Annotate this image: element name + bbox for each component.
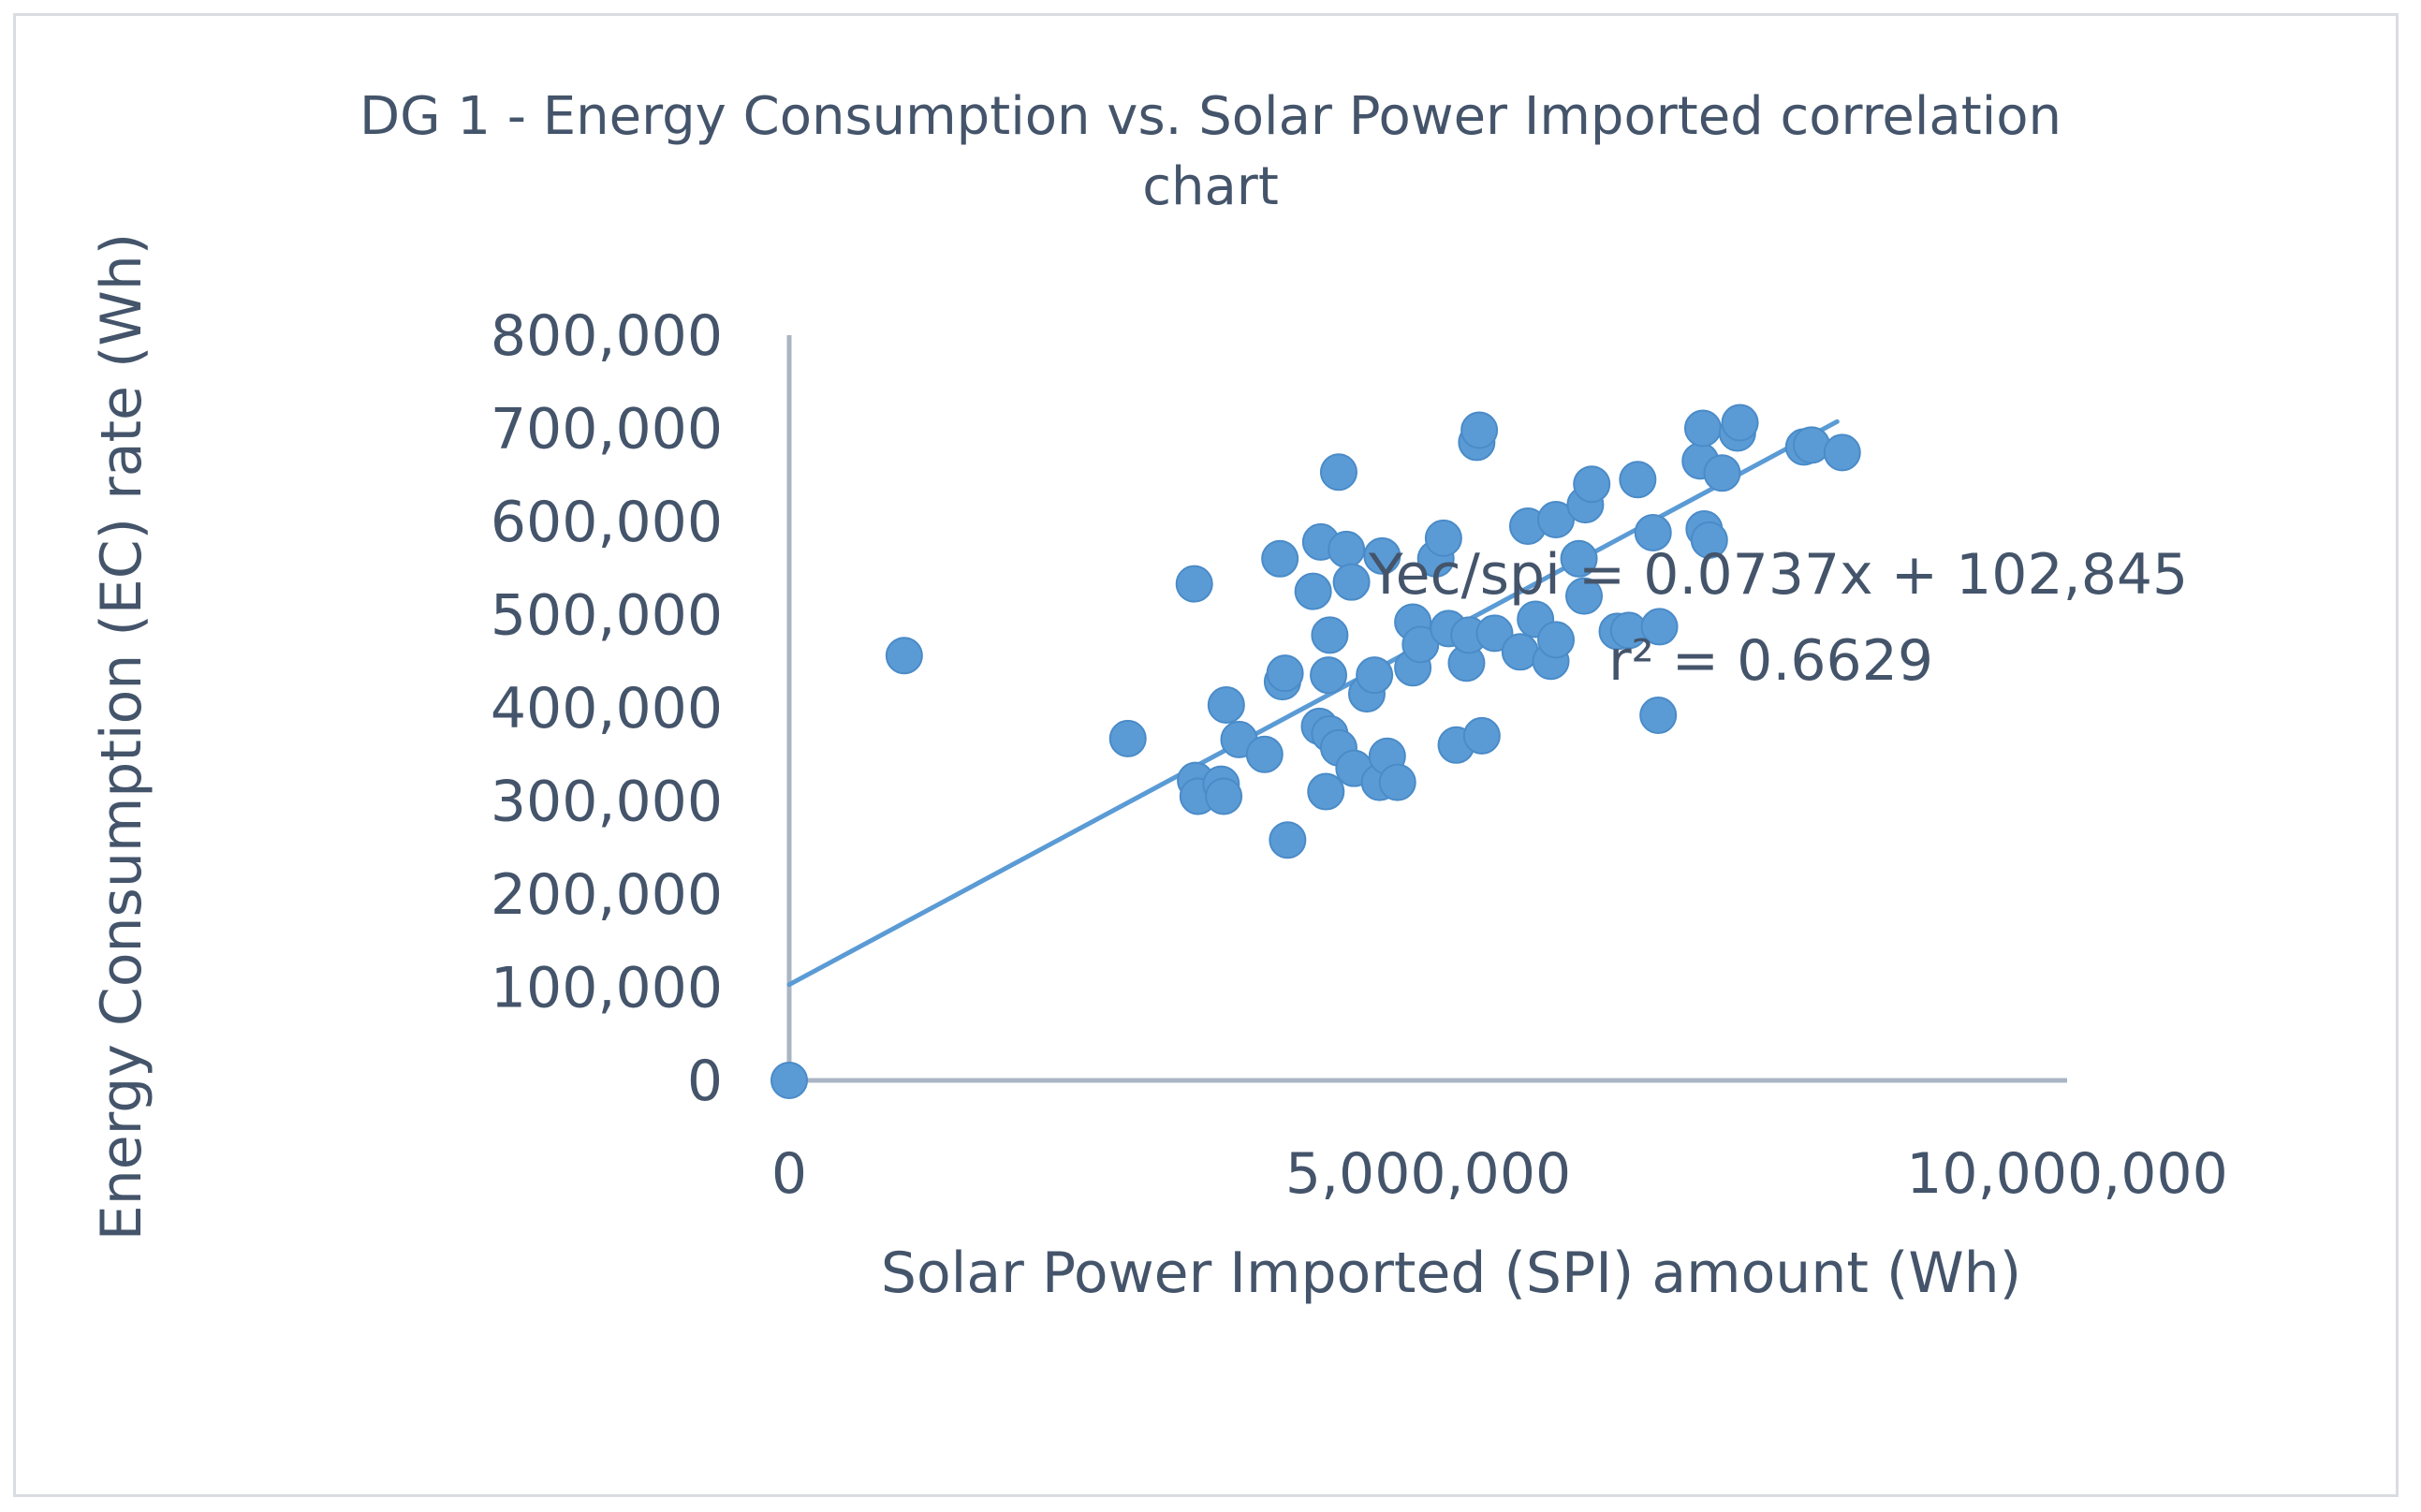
data-point (1266, 654, 1304, 693)
data-point (1294, 572, 1332, 610)
y-tick-label: 600,000 (491, 490, 723, 555)
data-point (1690, 521, 1728, 559)
data-point (1683, 409, 1722, 448)
data-point (1319, 453, 1357, 492)
data-point (1401, 625, 1440, 664)
data-point (1424, 519, 1462, 557)
y-tick-label: 700,000 (491, 397, 723, 462)
data-point (1634, 513, 1672, 551)
y-tick-label: 0 (687, 1049, 723, 1114)
r-squared-label: r² = 0.6629 (1608, 628, 1933, 694)
data-point (1462, 716, 1501, 755)
x-tick-label: 10,000,000 (1906, 1141, 2228, 1207)
data-point (1356, 656, 1394, 695)
data-point (1175, 565, 1213, 603)
data-point (1721, 404, 1759, 442)
data-point (1328, 530, 1366, 568)
chart-title-line-1: DG 1 - Energy Consumption vs. Solar Powe… (359, 86, 2062, 147)
y-tick-label: 400,000 (491, 676, 723, 741)
data-point (1793, 426, 1830, 464)
trendline-equation: Yec/spi = 0.0737x + 102,845 (1368, 542, 2188, 608)
data-point (1639, 696, 1678, 734)
x-tick-label: 5,000,000 (1285, 1141, 1571, 1207)
data-point (1332, 563, 1371, 601)
data-point (1565, 577, 1604, 615)
data-point (1261, 539, 1299, 578)
data-point (885, 637, 923, 675)
y-tick-label: 800,000 (491, 303, 723, 369)
data-point (1269, 821, 1307, 859)
data-point (1537, 501, 1575, 539)
data-point (1363, 536, 1401, 575)
data-point (1207, 686, 1245, 725)
x-tick-label: 0 (771, 1141, 807, 1207)
data-point (1537, 621, 1575, 659)
y-tick-label: 200,000 (491, 862, 723, 928)
y-tick-label: 100,000 (491, 956, 723, 1021)
data-point (1311, 616, 1349, 654)
x-axis-title: Solar Power Imported (SPI) amount (Wh) (881, 1240, 2021, 1306)
chart-frame (13, 13, 2399, 1497)
data-point (1245, 735, 1284, 773)
y-axis-title: Energy Consumption (EC) rate (Wh) (89, 233, 154, 1240)
chart-title-line-2: chart (1142, 156, 1279, 217)
trendline (786, 418, 1840, 988)
data-point (1703, 454, 1741, 492)
data-point (1573, 465, 1611, 504)
data-point (1460, 411, 1499, 449)
data-point (1378, 763, 1416, 801)
data-point (1823, 433, 1861, 472)
y-tick-label: 300,000 (491, 770, 723, 835)
y-tick-label: 500,000 (491, 583, 723, 649)
data-point (1619, 461, 1657, 499)
data-point (1310, 656, 1348, 695)
data-point (1307, 772, 1345, 811)
data-point (1205, 777, 1243, 815)
data-point (770, 1062, 808, 1099)
data-point (1640, 608, 1679, 646)
data-point (1560, 539, 1598, 578)
data-point (1108, 719, 1147, 757)
data-point (1475, 614, 1514, 653)
